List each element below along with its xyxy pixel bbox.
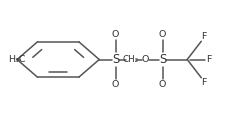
- Text: O: O: [159, 30, 166, 39]
- Text: S: S: [159, 53, 166, 66]
- Text: F: F: [201, 32, 206, 41]
- Text: H₃C: H₃C: [8, 55, 25, 64]
- Text: CH₂: CH₂: [123, 55, 139, 64]
- Text: O: O: [112, 80, 119, 89]
- Text: F: F: [206, 55, 211, 64]
- Text: O: O: [142, 55, 149, 64]
- Text: O: O: [112, 30, 119, 39]
- Text: F: F: [201, 78, 206, 87]
- Text: S: S: [112, 53, 119, 66]
- Text: O: O: [159, 80, 166, 89]
